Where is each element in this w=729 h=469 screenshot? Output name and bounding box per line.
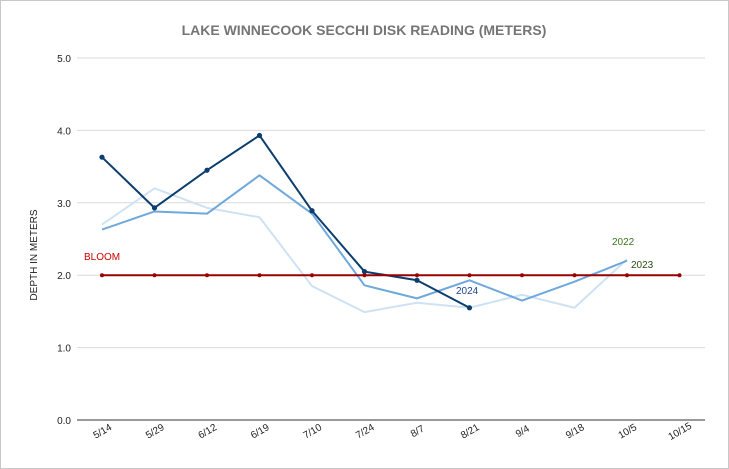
- series-group: [99, 132, 682, 314]
- x-tick-label: 8/21: [459, 422, 482, 441]
- x-tick-label: 8/7: [409, 423, 427, 440]
- point-bloom: [100, 273, 104, 278]
- y-tick-label: 4.0: [57, 126, 71, 137]
- point-bloom: [625, 273, 629, 278]
- x-tick-label: 10/15: [667, 421, 695, 443]
- x-tick-label: 9/4: [514, 423, 532, 440]
- x-tick-label: 5/14: [92, 422, 115, 441]
- annotation-label: 2022: [612, 237, 635, 248]
- point-bloom: [257, 273, 262, 278]
- series-line-light: [101, 187, 628, 314]
- point-bloom: [362, 273, 367, 278]
- y-tick-label: 0.0: [57, 416, 71, 427]
- x-tick-label: 6/19: [249, 422, 272, 441]
- point-dark: [99, 154, 105, 160]
- point-bloom: [310, 273, 314, 278]
- y-tick-label: 5.0: [57, 54, 71, 65]
- x-tick-label: 5/29: [144, 422, 167, 441]
- y-tick-label: 2.0: [57, 271, 71, 282]
- series-line-dark: [101, 134, 470, 309]
- series-line-mid: [101, 174, 628, 302]
- y-tick-label: 3.0: [57, 199, 71, 210]
- y-axis-label: DEPTH IN METERS: [29, 209, 40, 300]
- point-bloom: [520, 273, 524, 278]
- point-bloom: [152, 273, 157, 278]
- y-tick-label: 1.0: [57, 344, 71, 355]
- annotation-label: 2024: [456, 286, 479, 297]
- point-dark: [361, 268, 368, 275]
- point-dark: [151, 205, 158, 211]
- annotation-label: 2023: [631, 260, 654, 271]
- x-tick-label: 6/12: [197, 422, 220, 441]
- x-tick-label: 10/5: [617, 422, 640, 441]
- point-dark: [309, 208, 315, 214]
- point-bloom: [205, 273, 209, 278]
- grid-lines: [77, 57, 705, 421]
- point-dark: [204, 167, 210, 173]
- x-tick-label: 9/18: [564, 422, 587, 441]
- annotations: BLOOM 2022 2023 2024: [84, 237, 654, 297]
- annotation-label: BLOOM: [84, 252, 120, 263]
- x-tick-label: 7/24: [354, 422, 377, 441]
- point-bloom: [677, 273, 682, 278]
- x-axis-ticks: 5/14 5/29 6/12 6/19 7/10 7/24 8/7 8/21 9/4 9/18 10…: [92, 421, 695, 443]
- point-bloom: [415, 273, 419, 278]
- point-dark: [256, 132, 263, 139]
- x-tick-label: 7/10: [302, 422, 325, 441]
- chart-title: LAKE WINNECOOK SECCHI DISK READING (METE…: [182, 22, 547, 38]
- point-bloom: [572, 273, 577, 278]
- point-dark: [414, 277, 420, 283]
- point-bloom: [467, 273, 472, 278]
- y-axis-ticks: 0.0 1.0 2.0 3.0 4.0 5.0: [57, 54, 71, 427]
- point-dark: [466, 305, 473, 311]
